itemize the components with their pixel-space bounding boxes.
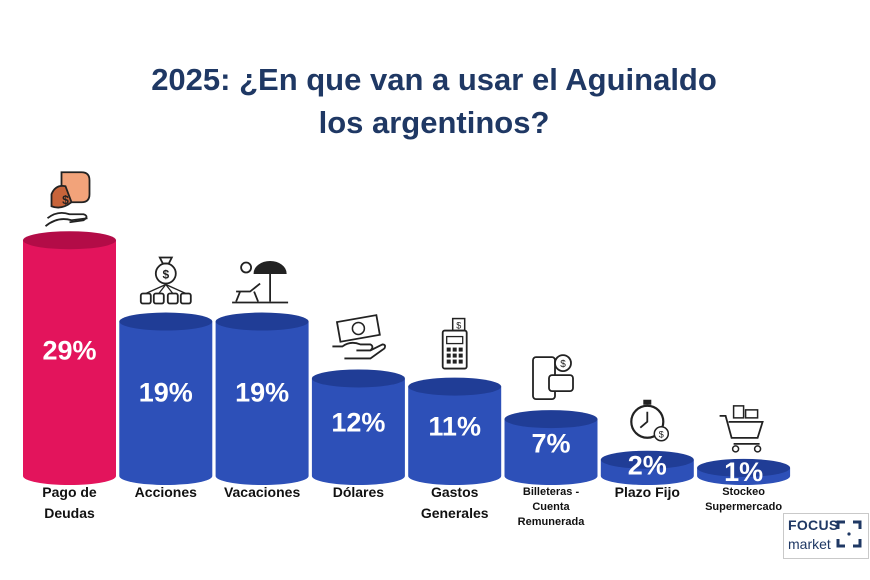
shopping-cart-icon: [719, 405, 764, 453]
category-label: Stockeo: [722, 486, 765, 498]
cash-register-icon: $: [441, 317, 468, 370]
bar-body: [311, 378, 405, 485]
data-label: 29%: [42, 335, 96, 365]
category-label: Vacaciones: [224, 484, 300, 500]
bar-3: 19% Vacaciones: [215, 261, 309, 500]
bar-top: [697, 458, 791, 477]
title-line-2: los argentinos?: [318, 105, 550, 140]
logo-text-line-2: market: [788, 536, 831, 552]
hands-money-icon: $: [44, 171, 91, 227]
data-label: 11%: [428, 411, 481, 441]
data-label: 2%: [628, 451, 667, 481]
category-label: Deudas: [44, 505, 95, 521]
svg-text:$: $: [659, 430, 664, 440]
bar-top: [23, 231, 116, 250]
data-label: 1%: [724, 457, 763, 487]
bar-top: [600, 450, 694, 469]
bar-top: [119, 312, 213, 331]
category-label: Gastos: [431, 484, 479, 500]
category-label: Remunerada: [518, 516, 586, 528]
bar-4: 12% Dólares: [311, 314, 405, 500]
bar-2: 19% Acciones $: [119, 256, 213, 500]
category-label: Billeteras -: [523, 486, 580, 498]
bar-top: [408, 377, 502, 396]
bar-1: 29% Pago de Deudas $: [23, 171, 116, 521]
data-label: 12%: [331, 407, 385, 437]
data-label: 19%: [139, 378, 193, 408]
bar-body: [504, 419, 598, 485]
category-label: Acciones: [135, 484, 197, 500]
title-line-1: 2025: ¿En que van a usar el Aguinaldo: [151, 62, 717, 97]
category-label: Plazo Fijo: [615, 484, 680, 500]
data-label: 7%: [531, 428, 570, 458]
chart-title: 2025: ¿En que van a usar el Aguinaldo lo…: [0, 58, 870, 144]
bar-top: [215, 312, 309, 331]
svg-text:$: $: [162, 268, 169, 282]
category-label: Generales: [421, 505, 489, 521]
bar-body: [408, 386, 502, 485]
bar-7: 2% Plazo Fijo $: [600, 399, 694, 500]
mobile-wallet-icon: $: [532, 354, 574, 400]
data-label: 19%: [235, 378, 289, 408]
logo-frame-icon: [836, 520, 862, 548]
stopwatch-money-icon: $: [630, 399, 670, 442]
bar-5: 11% Gastos Generales $: [408, 317, 502, 521]
svg-text:$: $: [456, 321, 461, 331]
logo-text-line-1: FOCUS: [788, 517, 839, 533]
beach-umbrella-icon: [232, 261, 289, 304]
bar-body: [215, 321, 309, 485]
category-label: Dólares: [333, 484, 385, 500]
bar-6: 7% Billeteras - Cuenta Remunerada $: [504, 354, 598, 528]
dollar-bill-hand-icon: [332, 314, 386, 360]
focus-market-logo: FOCUS market: [783, 513, 869, 559]
bar-8: 1%Stockeo Supermercado: [697, 405, 791, 513]
investment-icon: $: [139, 256, 192, 305]
bar-body: [119, 321, 213, 485]
category-label: Supermercado: [705, 501, 782, 513]
bar-top: [504, 410, 598, 429]
category-label: Cuenta: [532, 501, 570, 513]
bar-body: [23, 240, 116, 485]
svg-text:$: $: [560, 359, 566, 370]
bar-top: [311, 369, 405, 388]
category-label: Pago de: [42, 484, 97, 500]
svg-text:$: $: [62, 193, 69, 207]
